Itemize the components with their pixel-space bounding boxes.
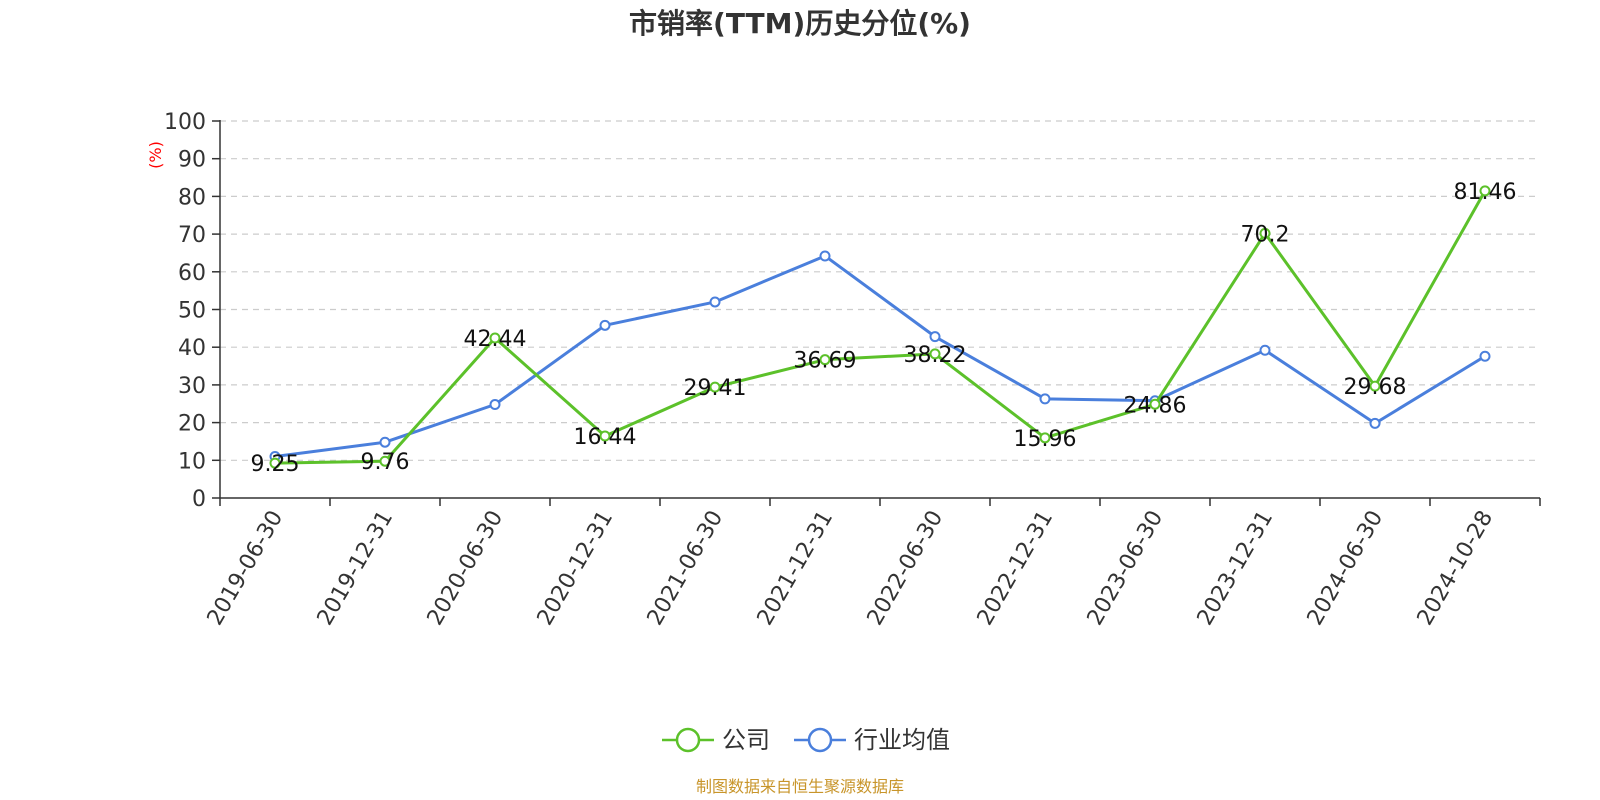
legend-item[interactable]: 行业均值 [794, 726, 950, 754]
y-axis-label: (%) [146, 141, 165, 169]
legend-label: 公司 [722, 726, 770, 754]
y-tick-label: 20 [178, 412, 206, 437]
data-point[interactable] [819, 354, 831, 366]
data-point[interactable] [489, 332, 501, 344]
data-point[interactable] [1039, 393, 1051, 405]
y-tick-label: 90 [178, 148, 206, 173]
series-layer [269, 185, 1491, 469]
data-point[interactable] [489, 399, 501, 411]
x-tick-label: 2019-06-30 [203, 507, 289, 630]
x-tick-label: 2020-06-30 [423, 507, 509, 630]
data-point[interactable] [1149, 398, 1161, 410]
data-label: 81.46 [1454, 180, 1517, 205]
data-point[interactable] [709, 296, 721, 308]
data-label: 29.68 [1344, 375, 1407, 400]
x-tick-label: 2021-12-31 [753, 507, 839, 630]
legend-label: 行业均值 [854, 726, 950, 754]
data-point[interactable] [379, 455, 391, 467]
y-tick-label: 50 [178, 299, 206, 324]
x-tick-label: 2020-12-31 [533, 507, 619, 630]
y-tick-label: 40 [178, 336, 206, 361]
data-label: 24.86 [1124, 393, 1187, 418]
series-line [274, 254, 1486, 459]
y-tick-label: 80 [178, 185, 206, 210]
data-point[interactable] [1039, 432, 1051, 444]
y-tick-label: 60 [178, 261, 206, 286]
data-point[interactable] [1369, 380, 1381, 392]
x-tick-label: 2024-10-28 [1413, 507, 1499, 630]
data-label: 29.41 [684, 376, 747, 401]
data-label: 9.76 [361, 450, 410, 475]
x-tick-label: 2022-12-31 [973, 507, 1059, 630]
data-point[interactable] [1259, 227, 1271, 239]
x-tick-label: 2023-12-31 [1193, 507, 1279, 630]
data-label: 15.96 [1014, 427, 1077, 452]
data-point[interactable] [599, 430, 611, 442]
x-tick-label: 2024-06-30 [1303, 507, 1389, 630]
grid-lines [220, 120, 1540, 461]
data-point[interactable] [599, 319, 611, 331]
data-point[interactable] [929, 348, 941, 360]
data-labels: 9.25 9.76 42.44 16.44 29.41 36.69 38.22 15.96 24… [251, 180, 1517, 477]
y-tick-label: 0 [192, 487, 206, 512]
data-label: 36.69 [794, 349, 857, 374]
data-label: 70.2 [1241, 222, 1290, 247]
y-tick-label: 30 [178, 374, 206, 399]
y-tick-label: 10 [178, 449, 206, 474]
data-point[interactable] [1259, 344, 1271, 356]
series-line [274, 190, 1487, 465]
data-point[interactable] [709, 381, 721, 393]
data-point[interactable] [379, 436, 391, 448]
data-point[interactable] [269, 457, 281, 469]
data-label: 16.44 [574, 425, 637, 450]
source-note: 制图数据来自恒生聚源数据库 [696, 777, 904, 796]
legend-swatch-marker [675, 727, 701, 753]
data-point[interactable] [819, 250, 831, 262]
data-label: 42.44 [464, 327, 527, 352]
y-tick-label: 100 [164, 110, 206, 135]
y-tick-label: 70 [178, 223, 206, 248]
x-tick-label: 2022-06-30 [863, 507, 949, 630]
chart-title: 市销率(TTM)历史分位(%) [629, 7, 971, 40]
x-tick-label: 2023-06-30 [1083, 507, 1169, 630]
data-point[interactable] [929, 331, 941, 343]
data-point[interactable] [1479, 350, 1491, 362]
data-label: 38.22 [904, 343, 967, 368]
data-point[interactable] [1369, 417, 1381, 429]
legend-item[interactable]: 公司 [662, 726, 770, 754]
x-tick-label: 2021-06-30 [643, 507, 729, 630]
data-label: 9.25 [251, 452, 300, 477]
data-point[interactable] [1479, 185, 1491, 197]
legend[interactable]: 公司 行业均值 [662, 726, 950, 754]
legend-swatch-marker [807, 727, 833, 753]
x-tick-label: 2019-12-31 [313, 507, 399, 630]
